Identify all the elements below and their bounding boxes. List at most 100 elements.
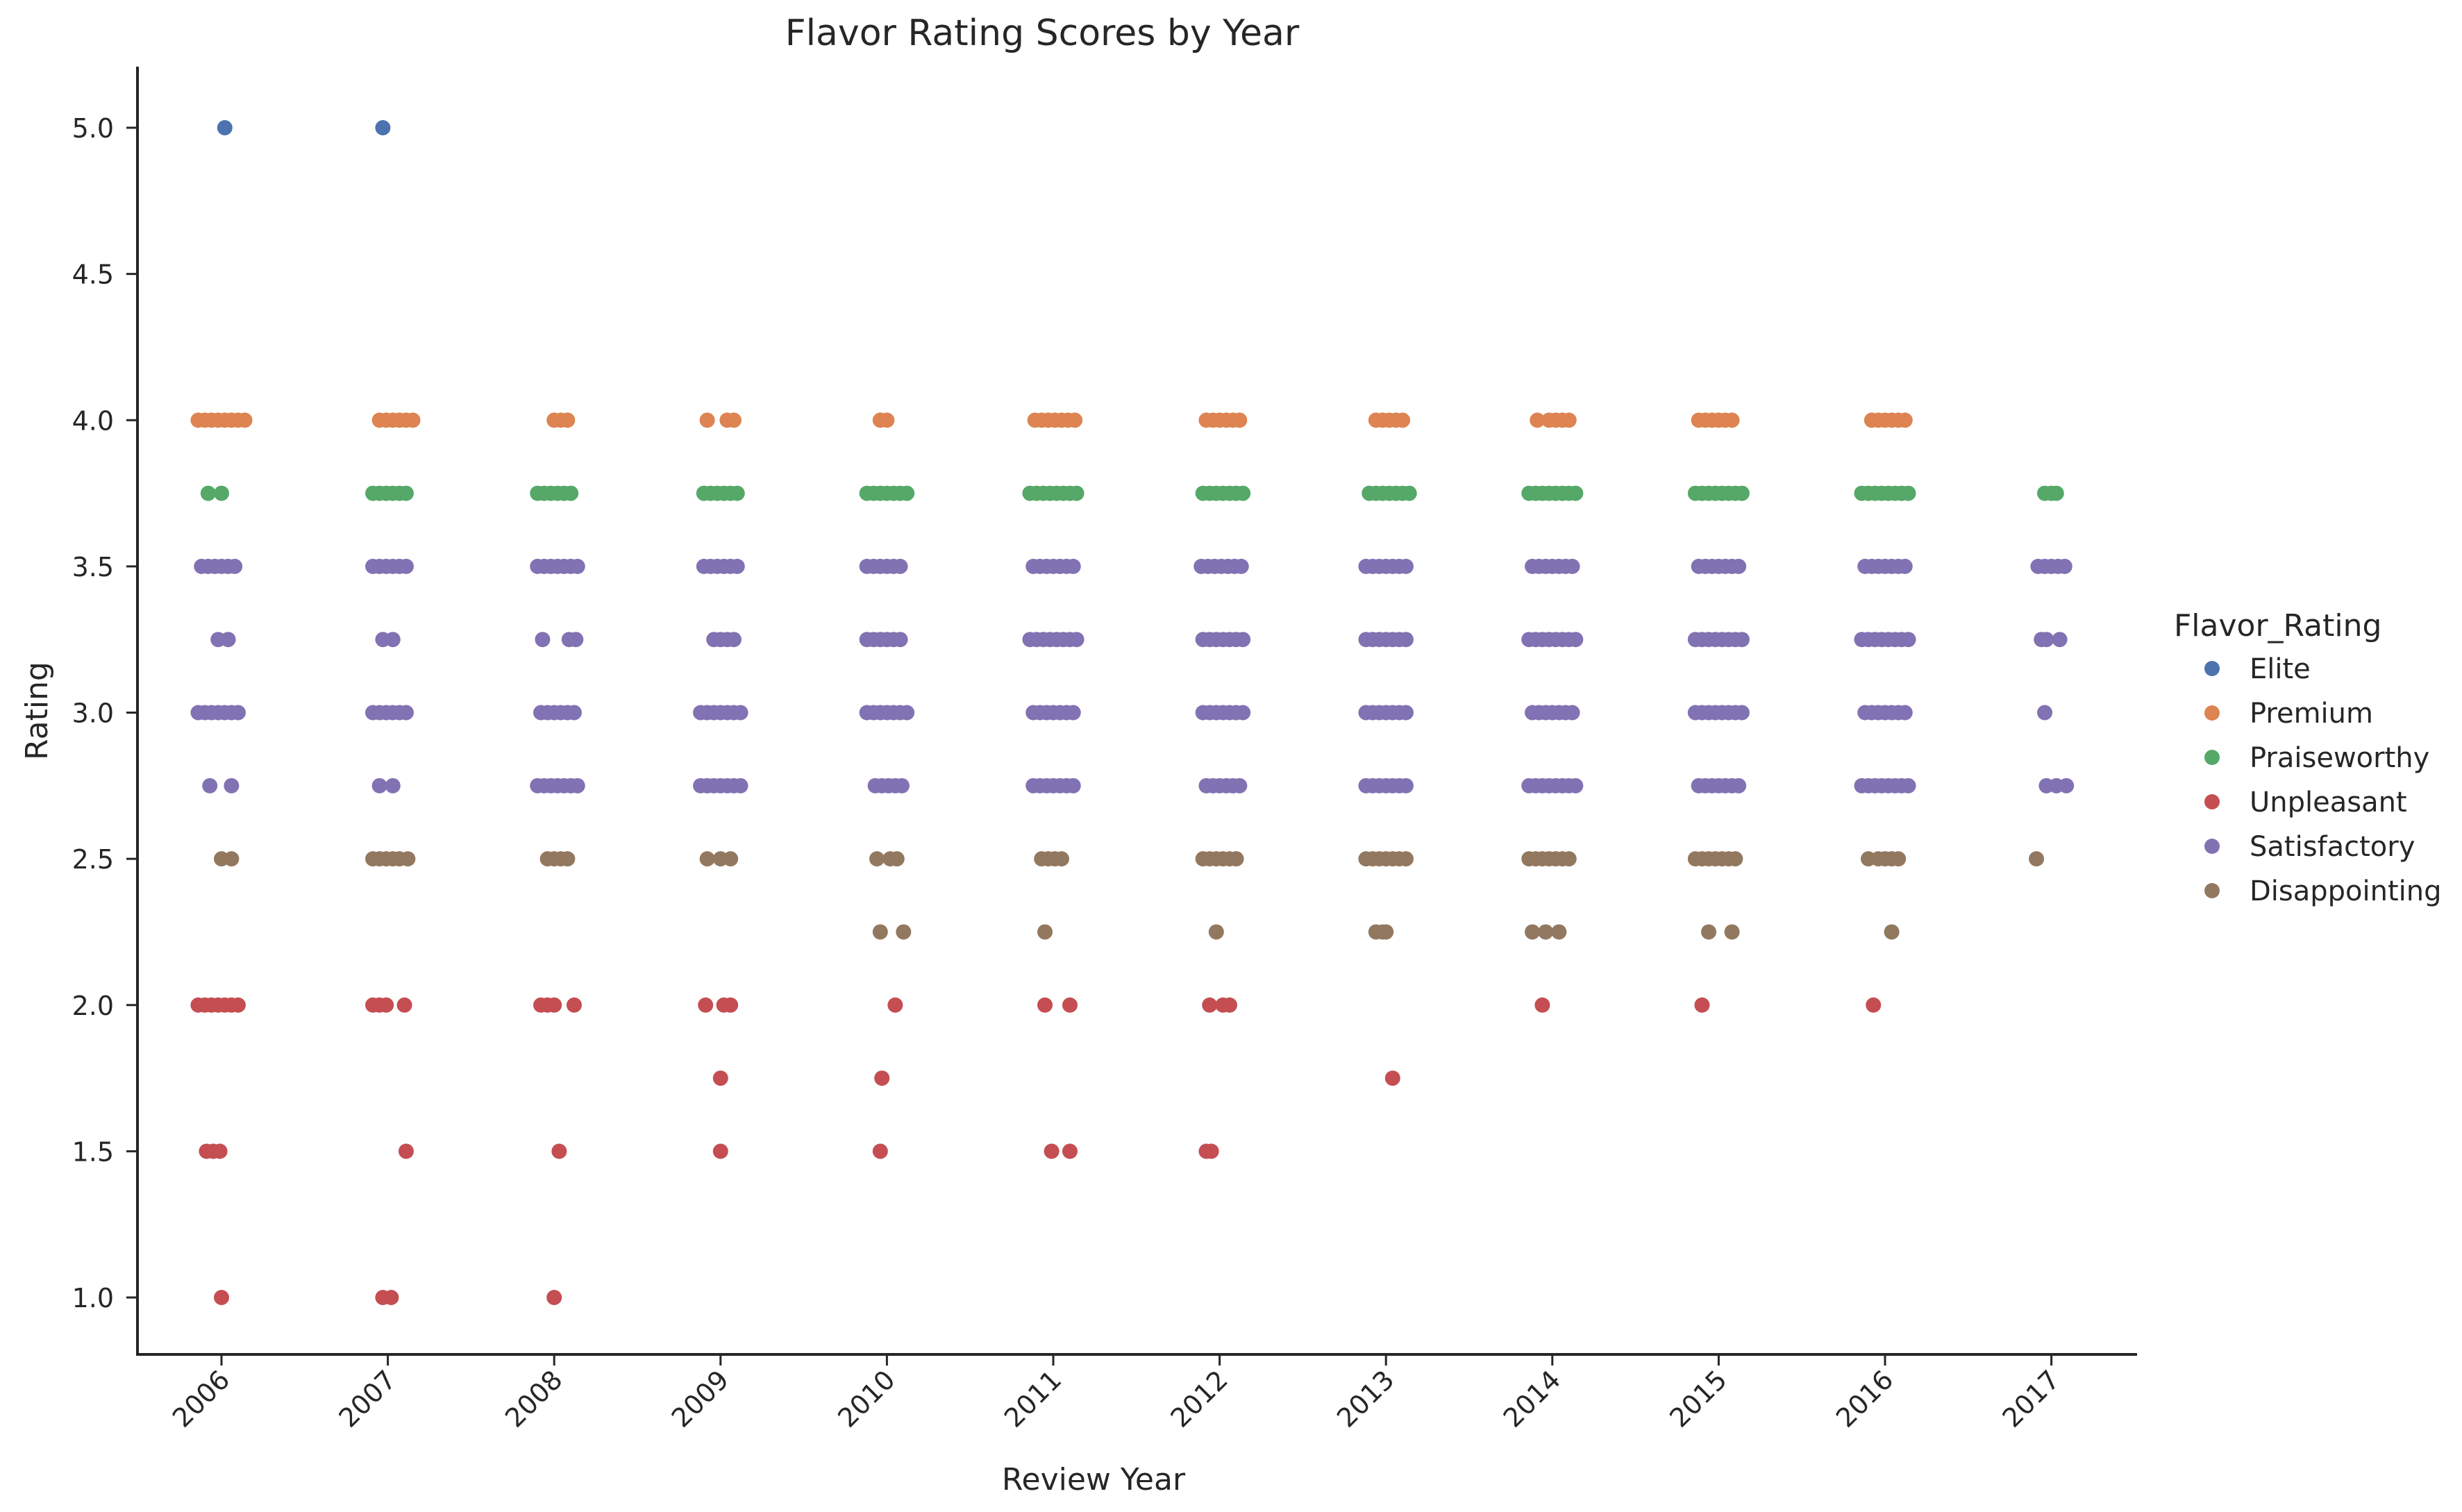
- legend-marker: [2204, 661, 2220, 676]
- data-point: [1065, 778, 1081, 793]
- y-tick-label: 1.5: [72, 1136, 114, 1167]
- data-point: [1053, 851, 1069, 867]
- data-point: [1037, 997, 1053, 1013]
- data-point: [200, 485, 216, 501]
- data-point: [1221, 997, 1237, 1013]
- data-point: [879, 412, 895, 428]
- data-point: [1208, 924, 1224, 940]
- data-point: [1037, 924, 1053, 940]
- data-point: [1398, 705, 1414, 721]
- data-point: [385, 632, 401, 648]
- data-point: [2059, 778, 2075, 793]
- data-point: [699, 851, 715, 867]
- legend-marker: [2204, 883, 2220, 898]
- legend-label: Disappointing: [2250, 875, 2442, 907]
- data-point: [1731, 558, 1747, 574]
- data-point: [535, 632, 551, 648]
- data-point: [551, 1143, 567, 1159]
- data-point: [1401, 485, 1417, 501]
- data-point: [1734, 632, 1750, 648]
- data-point: [712, 1070, 728, 1086]
- y-tick-label: 5.0: [72, 113, 114, 144]
- data-point: [1538, 924, 1554, 940]
- data-point: [1891, 851, 1907, 867]
- data-point: [872, 924, 888, 940]
- y-tick-label: 3.0: [72, 698, 114, 729]
- data-point: [899, 485, 915, 501]
- y-ticks: 1.0 1.5 2.0 2.5 3.0 3.5 4.0 4.5 5.0: [72, 113, 137, 1313]
- data-point: [217, 120, 233, 135]
- data-point: [1395, 412, 1411, 428]
- data-point: [1724, 924, 1740, 940]
- data-point: [398, 1143, 414, 1159]
- data-point: [889, 851, 905, 867]
- data-point: [1384, 1070, 1400, 1086]
- data-point: [1235, 485, 1251, 501]
- series-premium: [190, 412, 1913, 428]
- chart-title: Flavor Rating Scores by Year: [785, 12, 1300, 54]
- series-unpleasant: [190, 997, 1882, 1305]
- data-point: [405, 412, 421, 428]
- data-points: [190, 120, 2075, 1305]
- data-point: [1378, 924, 1394, 940]
- data-point: [2038, 632, 2054, 648]
- data-point: [1734, 705, 1750, 721]
- data-point: [1561, 851, 1577, 867]
- legend-marker: [2204, 794, 2220, 809]
- data-point: [732, 705, 748, 721]
- data-point: [1398, 851, 1414, 867]
- data-point: [385, 778, 401, 793]
- data-point: [2048, 485, 2064, 501]
- legend-marker: [2204, 839, 2220, 854]
- data-point: [383, 1290, 399, 1305]
- data-point: [1694, 997, 1710, 1013]
- data-point: [1067, 412, 1083, 428]
- x-axis-label: Review Year: [1002, 1462, 1186, 1497]
- data-point: [569, 778, 585, 793]
- data-point: [224, 778, 240, 793]
- data-point: [1900, 632, 1916, 648]
- data-point: [1866, 997, 1882, 1013]
- series-disappointing: [214, 851, 2045, 940]
- data-point: [1897, 705, 1913, 721]
- data-point: [560, 851, 576, 867]
- data-point: [1701, 924, 1717, 940]
- data-point: [1065, 558, 1081, 574]
- data-point: [1568, 485, 1584, 501]
- data-point: [894, 778, 910, 793]
- data-point: [712, 1143, 728, 1159]
- data-point: [2052, 632, 2068, 648]
- data-point: [1232, 778, 1248, 793]
- data-point: [1202, 997, 1218, 1013]
- data-point: [227, 558, 243, 574]
- data-point: [398, 558, 414, 574]
- data-point: [1564, 705, 1580, 721]
- data-point: [892, 558, 908, 574]
- data-point: [560, 412, 576, 428]
- data-point: [230, 705, 246, 721]
- data-point: [202, 778, 218, 793]
- data-point: [1727, 851, 1743, 867]
- series-satisfactory: [190, 558, 2075, 793]
- y-tick-label: 4.0: [72, 405, 114, 436]
- data-point: [546, 1290, 562, 1305]
- data-point: [1062, 1143, 1078, 1159]
- data-point: [1734, 485, 1750, 501]
- data-point: [1069, 485, 1085, 501]
- data-point: [224, 851, 240, 867]
- data-point: [566, 705, 582, 721]
- data-point: [899, 705, 915, 721]
- data-point: [887, 997, 903, 1013]
- legend-label: Satisfactory: [2250, 831, 2415, 863]
- data-point: [1551, 924, 1567, 940]
- data-point: [729, 558, 745, 574]
- data-point: [1900, 778, 1916, 793]
- data-point: [896, 924, 912, 940]
- data-point: [872, 1143, 888, 1159]
- data-point: [726, 632, 742, 648]
- data-point: [698, 997, 714, 1013]
- data-point: [732, 778, 748, 793]
- y-axis-label: Rating: [19, 662, 55, 760]
- y-tick-label: 3.5: [72, 552, 114, 582]
